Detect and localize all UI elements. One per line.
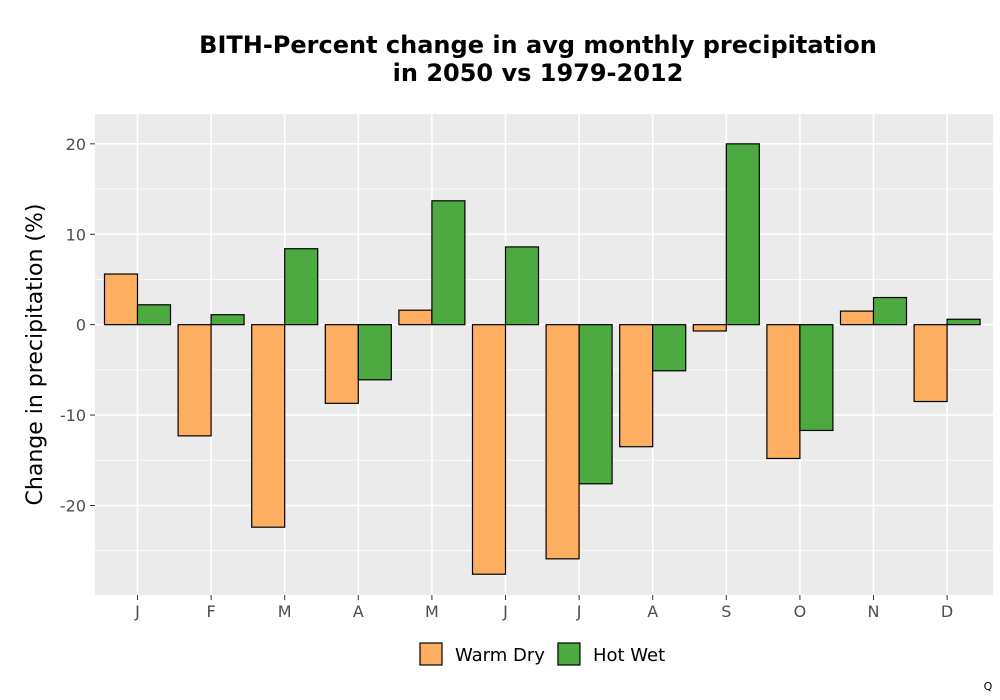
bar-hot-wet	[946, 318, 981, 326]
legend-item-hot-wet[interactable]: Hot Wet	[557, 642, 665, 666]
bar-warm-dry	[766, 324, 801, 460]
chart-title-line-1: BITH-Percent change in avg monthly preci…	[199, 31, 877, 59]
x-tick-label: N	[868, 602, 880, 621]
legend-label: Warm Dry	[455, 645, 545, 666]
bar-hot-wet	[799, 324, 834, 432]
bar-warm-dry	[177, 324, 212, 437]
legend-label: Hot Wet	[593, 645, 665, 666]
chart-title-line-2: in 2050 vs 1979-2012	[393, 59, 684, 87]
y-tick-label: 0	[76, 316, 86, 335]
y-axis: 20 10 0 -10 -20	[60, 135, 95, 515]
x-tick-label: S	[721, 602, 731, 621]
bar-hot-wet	[357, 324, 392, 381]
x-tick-label: A	[353, 602, 364, 621]
x-tick-label: M	[278, 602, 292, 621]
bar-warm-dry	[471, 324, 507, 575]
bar-hot-wet	[872, 296, 908, 326]
bar-warm-dry	[251, 324, 286, 528]
y-axis-label: Change in precipitation (%)	[23, 204, 48, 506]
bar-warm-dry	[839, 310, 875, 326]
bar-warm-dry	[398, 309, 433, 326]
x-tick-label: O	[794, 602, 807, 621]
corner-mark: Q	[984, 680, 993, 693]
bars-group	[103, 143, 981, 575]
legend-swatch	[557, 642, 581, 666]
legend-item-warm-dry[interactable]: Warm Dry	[419, 642, 545, 666]
bar-hot-wet	[725, 143, 760, 326]
x-tick-label: J	[502, 602, 508, 621]
y-tick-label: 20	[66, 135, 86, 154]
x-tick-label: J	[134, 602, 140, 621]
legend[interactable]: Warm Dry Hot Wet	[419, 642, 665, 666]
bar-warm-dry	[103, 273, 139, 326]
bar-warm-dry	[913, 324, 948, 403]
legend-swatch	[419, 642, 443, 666]
y-tick-label: -20	[60, 496, 86, 515]
x-tick-label: M	[425, 602, 439, 621]
bar-warm-dry	[545, 324, 580, 560]
bar-warm-dry	[692, 324, 727, 332]
plot-panel	[95, 114, 993, 595]
bar-hot-wet	[504, 246, 540, 326]
bar-warm-dry	[324, 324, 359, 404]
bar-warm-dry	[619, 324, 654, 448]
bar-hot-wet	[578, 324, 613, 485]
bar-hot-wet	[284, 248, 319, 326]
y-tick-label: 10	[66, 225, 86, 244]
y-tick-label: -10	[60, 406, 86, 425]
bar-hot-wet	[136, 304, 172, 326]
x-tick-label: D	[941, 602, 953, 621]
x-tick-label: A	[647, 602, 658, 621]
bar-hot-wet	[652, 324, 687, 372]
x-tick-label: F	[206, 602, 215, 621]
bar-hot-wet	[431, 200, 466, 326]
bar-hot-wet	[210, 314, 245, 326]
x-tick-label: J	[576, 602, 582, 621]
